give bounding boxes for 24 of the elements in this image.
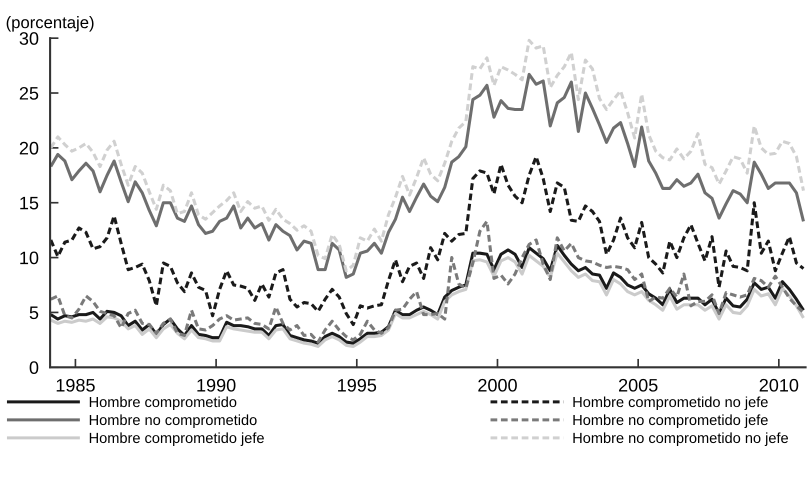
y-axis-title: (porcentaje) — [6, 16, 94, 32]
x-tick-label: 2000 — [478, 378, 517, 392]
line-series — [50, 155, 805, 326]
legend-label: Hombre comprometido — [90, 396, 236, 410]
legend-label: Hombre comprometido jefe — [90, 432, 264, 446]
y-tick-label: 15 — [20, 196, 38, 210]
line-series — [50, 72, 805, 279]
x-tick-label: 1985 — [56, 378, 95, 392]
x-tick-label: 2005 — [618, 378, 658, 392]
x-tick-label: 1995 — [338, 378, 376, 392]
line-series — [50, 38, 805, 272]
legend-label: Hombre no comprometido jefe — [573, 414, 768, 428]
legend-label: Hombre no comprometido no jefe — [573, 432, 788, 446]
x-tick-label: 2010 — [760, 378, 798, 392]
legend-label: Hombre no comprometido — [90, 414, 257, 428]
x-tick-label: 1990 — [197, 378, 236, 392]
y-tick-label: 20 — [20, 142, 38, 155]
y-tick-label: 0 — [30, 361, 38, 374]
legend-label: Hombre comprometido no jefe — [573, 396, 768, 410]
y-tick-label: 10 — [20, 252, 38, 264]
y-tick-label: 25 — [20, 86, 38, 100]
line-series — [50, 220, 805, 344]
y-tick-label: 30 — [20, 32, 38, 45]
y-tick-label: 5 — [30, 306, 38, 320]
